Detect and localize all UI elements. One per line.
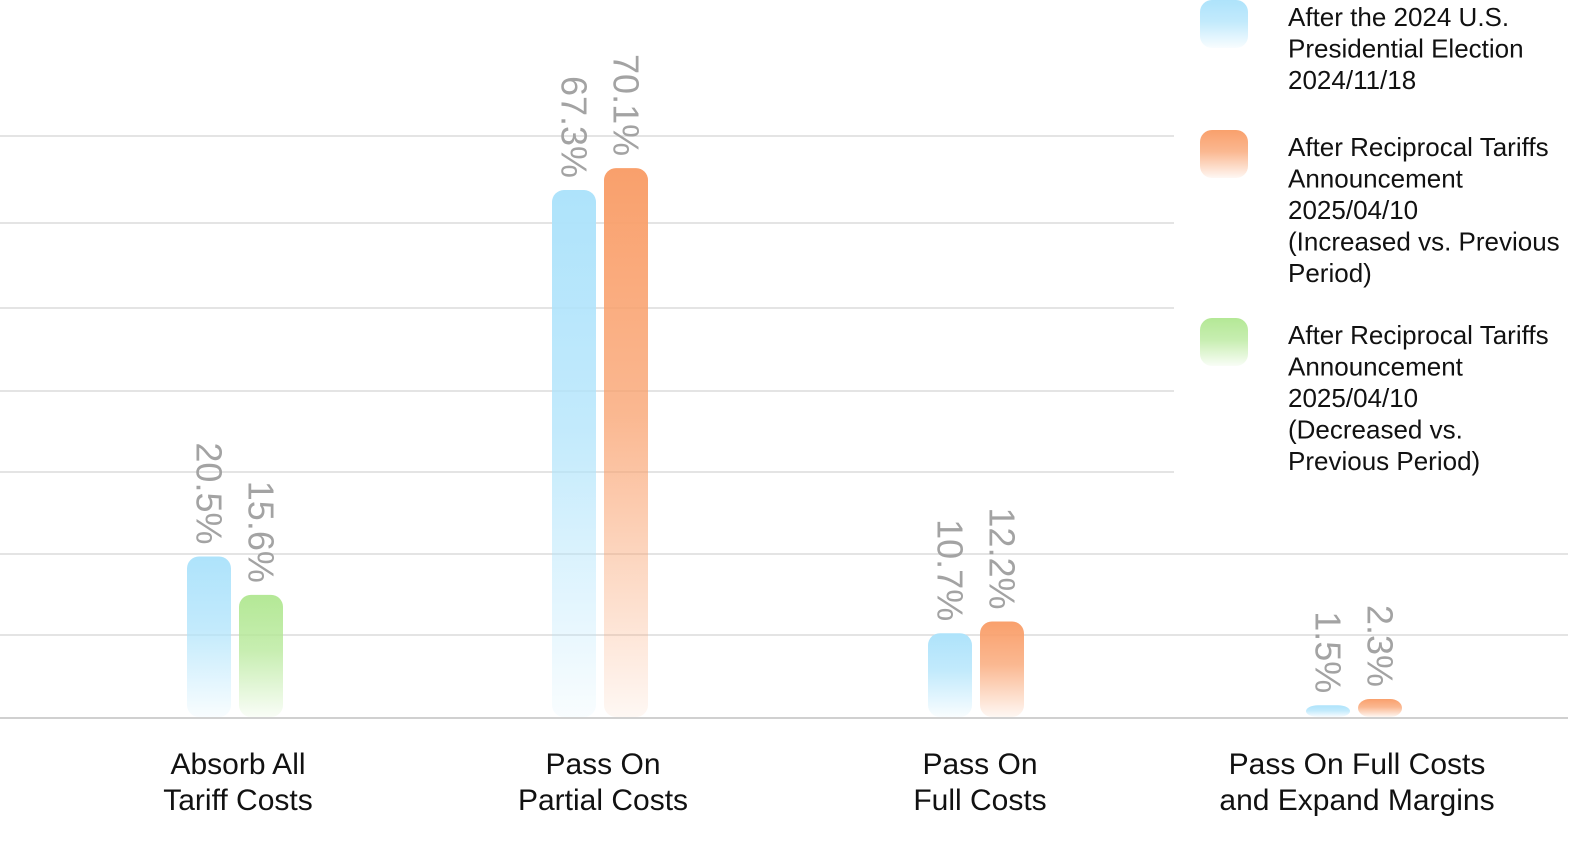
bar-1-series-1 xyxy=(187,556,231,717)
legend-swatch xyxy=(1200,318,1248,366)
bars xyxy=(187,168,1402,717)
legend-swatch xyxy=(1200,0,1248,48)
category-label: Pass On Full Costs and Expand Margins xyxy=(1219,748,1494,817)
legend-label: After the 2024 U.S. Presidential Election… xyxy=(1288,2,1524,95)
value-label: 2.3% xyxy=(1360,605,1401,687)
bar-3-series-1 xyxy=(928,633,972,717)
value-label: 67.3% xyxy=(554,76,595,178)
value-label: 1.5% xyxy=(1308,611,1349,693)
bar-1-series-3 xyxy=(239,594,283,717)
bar-3-series-2 xyxy=(980,621,1024,717)
bar-2-series-2 xyxy=(604,168,648,717)
category-labels: Absorb All Tariff Costs Pass On Partial Cos… xyxy=(163,748,1494,817)
bar-4-series-1 xyxy=(1306,705,1350,717)
category-label: Absorb All Tariff Costs xyxy=(163,748,313,817)
category-label: Pass On Full Costs xyxy=(913,748,1046,817)
value-label: 20.5% xyxy=(189,442,230,544)
value-label: 70.1% xyxy=(606,54,647,156)
bar-4-series-2 xyxy=(1358,698,1402,717)
value-label: 12.2% xyxy=(982,507,1023,609)
value-labels: 20.5% 15.6% 67.3% 70.1% 10.7% 12.2% 1.5% 2.3% xyxy=(189,54,1401,693)
value-label: 15.6% xyxy=(241,481,282,583)
category-label: Pass On Partial Costs xyxy=(518,748,688,817)
value-label: 10.7% xyxy=(930,519,971,621)
legend-swatch xyxy=(1200,130,1248,178)
bar-2-series-1 xyxy=(552,190,596,717)
legend-label: After Reciprocal Tariffs Announcement 2025… xyxy=(1288,320,1549,476)
legend-label: After Reciprocal Tariffs Announcement 2025… xyxy=(1288,132,1560,288)
legend: After the 2024 U.S. Presidential Election… xyxy=(1200,0,1560,476)
